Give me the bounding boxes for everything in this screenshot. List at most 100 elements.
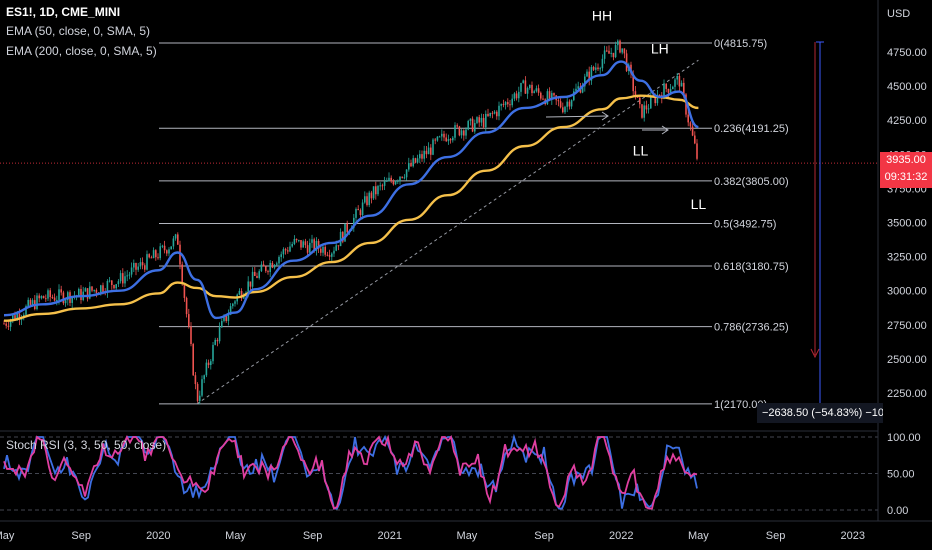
x-tick-label: Sep xyxy=(303,530,323,542)
candle-body xyxy=(551,93,553,100)
candle-body xyxy=(485,113,487,128)
candle-body xyxy=(144,265,146,270)
x-tick-label: 2020 xyxy=(146,530,170,542)
candle-body xyxy=(339,231,342,247)
candle-body xyxy=(62,292,65,304)
candle-body xyxy=(148,254,150,258)
arrow-head xyxy=(661,125,669,135)
candle-body xyxy=(287,250,289,252)
candle-body xyxy=(280,254,282,257)
candle-body xyxy=(172,238,175,247)
candle-body xyxy=(438,136,441,138)
candle-body xyxy=(599,68,601,70)
x-tick-label: Sep xyxy=(766,530,786,542)
candle-body xyxy=(254,271,256,276)
candle-body xyxy=(152,250,155,259)
candle-body xyxy=(665,83,667,89)
candle-body xyxy=(570,100,573,107)
candle-body xyxy=(155,250,157,258)
x-tick-label: May xyxy=(225,530,246,542)
candle-body xyxy=(342,231,344,242)
candle-body xyxy=(117,281,120,285)
candle-body xyxy=(214,339,216,345)
candle-body xyxy=(106,281,109,293)
candle-body xyxy=(676,75,678,80)
candle-body xyxy=(482,117,485,128)
candle-body xyxy=(566,101,568,107)
candle-body xyxy=(249,281,252,287)
candle-body xyxy=(553,93,555,96)
candle-body xyxy=(102,285,104,293)
candle-body xyxy=(394,181,397,185)
candle-body xyxy=(617,40,619,46)
candle-body xyxy=(25,306,27,315)
candle-body xyxy=(531,84,533,94)
pattern-label: HH xyxy=(592,8,612,24)
candle-body xyxy=(5,323,7,326)
candle-body xyxy=(641,104,643,118)
x-tick-label: May xyxy=(0,530,15,542)
candle-body xyxy=(300,240,302,248)
candle-body xyxy=(434,139,436,141)
y-tick-label: 4750.00 xyxy=(887,47,927,59)
candle-body xyxy=(355,208,357,218)
candle-body xyxy=(432,139,434,155)
candle-body xyxy=(546,91,549,105)
candle-body xyxy=(654,96,656,104)
candle-body xyxy=(507,102,509,105)
candle-body xyxy=(557,100,560,102)
candle-body xyxy=(636,96,639,98)
candle-body xyxy=(331,253,333,257)
candle-body xyxy=(128,274,131,276)
candle-body xyxy=(509,104,511,106)
candle-body xyxy=(500,104,502,106)
candle-body xyxy=(663,83,665,99)
candle-body xyxy=(601,58,604,69)
candle-body xyxy=(632,73,634,92)
candle-body xyxy=(678,75,681,87)
candle-body xyxy=(113,284,115,289)
candle-body xyxy=(467,120,469,130)
legend-symbol[interactable]: ES1!, 1D, CME_MINI xyxy=(6,5,121,19)
legend-ema50[interactable]: EMA (50, close, 0, SMA, 5) xyxy=(6,24,151,38)
candle-body xyxy=(694,135,696,144)
candle-body xyxy=(298,240,300,242)
candle-body xyxy=(401,176,403,178)
candle-body xyxy=(146,254,148,270)
y-tick-label: 4500.00 xyxy=(887,81,927,93)
stoch-y-tick-label: 50.00 xyxy=(887,469,915,481)
candle-body xyxy=(564,106,566,113)
candle-body xyxy=(689,122,692,127)
candle-body xyxy=(469,118,472,121)
candle-body xyxy=(619,40,621,53)
candle-body xyxy=(425,150,428,155)
candle-body xyxy=(427,147,430,155)
candle-body xyxy=(196,384,199,401)
candle-body xyxy=(240,290,243,299)
candle-body xyxy=(326,254,329,256)
candle-body xyxy=(199,395,201,401)
candle-body xyxy=(29,299,32,305)
measure-arrow-head xyxy=(810,348,820,359)
fib-level-label: 0.382(3805.00) xyxy=(714,176,789,188)
candle-body xyxy=(696,143,698,159)
candle-body xyxy=(317,240,320,249)
candle-body xyxy=(181,264,183,285)
x-tick-label: 2021 xyxy=(378,530,402,542)
candle-body xyxy=(141,262,144,266)
candle-body xyxy=(430,147,432,155)
candle-body xyxy=(119,273,122,282)
candle-body xyxy=(452,137,454,141)
candle-body xyxy=(159,246,161,259)
candle-body xyxy=(392,181,395,185)
legend-ema200[interactable]: EMA (200, close, 0, SMA, 5) xyxy=(6,44,157,58)
arrow-line xyxy=(545,115,609,118)
stoch-y-tick-label: 100.00 xyxy=(887,432,921,444)
candle-body xyxy=(383,181,386,186)
y-tick-label: 3500.00 xyxy=(887,218,927,230)
candle-body xyxy=(487,113,489,116)
candle-body xyxy=(548,91,551,100)
candle-body xyxy=(251,271,254,287)
candle-body xyxy=(416,158,419,163)
